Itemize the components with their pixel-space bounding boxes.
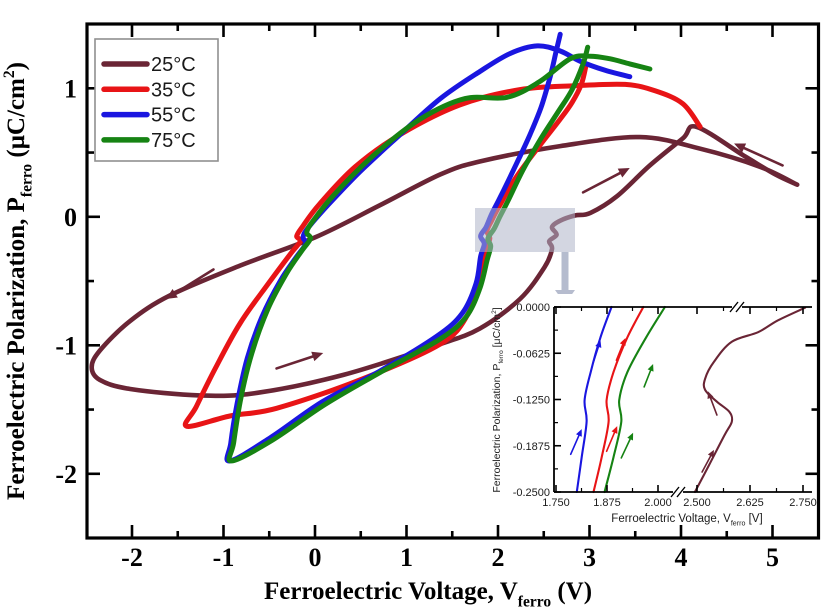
inset-y-tick-label: -0.1875 <box>513 441 550 453</box>
loop-direction-arrow-0-head <box>165 289 178 300</box>
inset-arrow-5-shaft <box>643 369 652 388</box>
inset-arrow-1 <box>592 340 602 363</box>
inset-curve-25c <box>693 306 807 494</box>
curve-25c <box>89 123 800 399</box>
legend-label: 75°C <box>151 130 196 152</box>
loop-direction-arrow-1-head <box>311 351 324 362</box>
x-axis-tick-label: -1 <box>213 543 235 572</box>
inset-x-tick-label: 1.750 <box>542 497 570 509</box>
inset-arrow-0 <box>569 429 582 456</box>
legend-label: 25°C <box>151 54 196 76</box>
inset-x-tick-label: 1.875 <box>593 497 621 509</box>
loop-direction-arrow-0 <box>165 268 215 300</box>
inset-arrow-4 <box>620 432 634 459</box>
inset-bottom-axis-break <box>670 486 686 498</box>
legend-label: 55°C <box>151 105 196 127</box>
zoom-region-box <box>475 208 575 252</box>
y-axis-tick-label: 1 <box>64 74 77 103</box>
curve-55c <box>224 31 633 464</box>
inset-plot: 1.750 1.875 2.000 2.500 2.625 2.750 0.0000 -0.0… <box>491 294 817 530</box>
x-axis-tick-label: -2 <box>121 543 143 572</box>
loop-direction-arrow-1-shaft <box>275 355 315 370</box>
curve-35c <box>182 64 703 429</box>
inset-arrow-4-shaft <box>620 438 631 459</box>
loop-direction-arrow-2-head <box>617 167 630 178</box>
inset-arrow-6-shaft <box>701 455 712 473</box>
inset-curve-35c <box>592 305 645 494</box>
inset-arrow-3-head <box>619 338 626 346</box>
inset-arrow-0-shaft <box>569 434 580 456</box>
inset-x-tick-label: 2.750 <box>789 497 817 509</box>
inset-y-axis-title: Ferroelectric Polarization, Pferro [μC/c… <box>491 307 505 492</box>
inset-arrow-6-head <box>707 449 714 458</box>
loop-direction-arrow-2-shaft <box>581 171 622 194</box>
inset-y-tick-label: -0.1250 <box>513 395 550 407</box>
legend-label: 35°C <box>151 79 196 101</box>
inset-arrow-7-head <box>707 391 714 400</box>
loop-direction-arrow-3-shaft <box>742 146 784 167</box>
inset-arrow-2 <box>605 426 618 453</box>
x-axis-tick-label: 1 <box>400 543 413 572</box>
inset-arrow-1-shaft <box>592 346 600 363</box>
inset-x-tick-label: 2.000 <box>644 497 672 509</box>
y-axis-tick-label: -1 <box>55 331 77 360</box>
inset-arrow-1-head <box>595 340 602 348</box>
x-axis-tick-label: 2 <box>492 543 505 572</box>
legend-item-75c: 75°C <box>101 130 196 152</box>
inset-y-tick-label: -0.0625 <box>513 348 550 360</box>
x-axis-title: Ferroelectric Voltage, Vferro (V) <box>264 578 592 611</box>
legend-item-35c: 35°C <box>101 79 196 101</box>
loop-direction-arrow-0-shaft <box>173 268 215 295</box>
loop-direction-arrow-3-head <box>734 143 747 153</box>
inset-curve-75c <box>603 305 666 494</box>
inset-y-tick-label: 0.0000 <box>516 302 550 314</box>
inset-x-axis-title: Ferroelectric Voltage, Vferro [V] <box>611 513 762 527</box>
x-axis-tick-label: 4 <box>675 543 688 572</box>
inset-arrow-6 <box>701 449 714 473</box>
inset-arrow-2-shaft <box>605 431 616 453</box>
legend: 25°C 35°C 55°C 75°C <box>94 38 219 162</box>
x-axis-tick-label: 5 <box>766 543 779 572</box>
loop-direction-arrow-3 <box>734 143 784 167</box>
legend-item-55c: 55°C <box>101 105 196 127</box>
inset-top-axis-break <box>729 301 745 313</box>
y-axis-tick-label: 0 <box>64 203 77 232</box>
x-axis-tick-label: 0 <box>309 543 322 572</box>
loop-direction-arrow-2 <box>581 167 630 194</box>
inset-arrow-5-head <box>647 363 654 372</box>
inset-y-tick-label: -0.2500 <box>513 487 550 499</box>
curve-75c <box>226 44 653 464</box>
inset-arrow-4-head <box>627 432 634 441</box>
y-axis-title: Ferroelectric Polarization, Pferro (μC/c… <box>1 62 36 500</box>
inset-x-tick-label: 2.500 <box>683 497 711 509</box>
loop-direction-arrow-1 <box>275 351 324 370</box>
legend-item-25c: 25°C <box>101 54 196 76</box>
direction-arrows <box>165 143 784 370</box>
inset-arrow-7-shaft <box>709 397 718 416</box>
inset-arrow-3-shaft <box>615 343 624 362</box>
inset-arrow-2-head <box>611 426 618 434</box>
y-axis-tick-label: -2 <box>55 460 77 489</box>
inset-arrow-5 <box>643 363 654 388</box>
inset-arrow-3 <box>615 338 626 362</box>
main-axes: -2 -1 0 1 2 3 4 5 1 0 -1 -2 Ferroelectric Voltage, V… <box>1 22 821 611</box>
main-curves <box>89 31 800 464</box>
inset-background <box>553 294 816 530</box>
inset-x-tick-label: 2.625 <box>736 497 764 509</box>
x-axis-tick-label: 3 <box>583 543 596 572</box>
inset-arrow-7 <box>707 391 718 416</box>
inset-arrow-0-head <box>576 429 582 437</box>
inset-curve-55c <box>575 305 613 494</box>
